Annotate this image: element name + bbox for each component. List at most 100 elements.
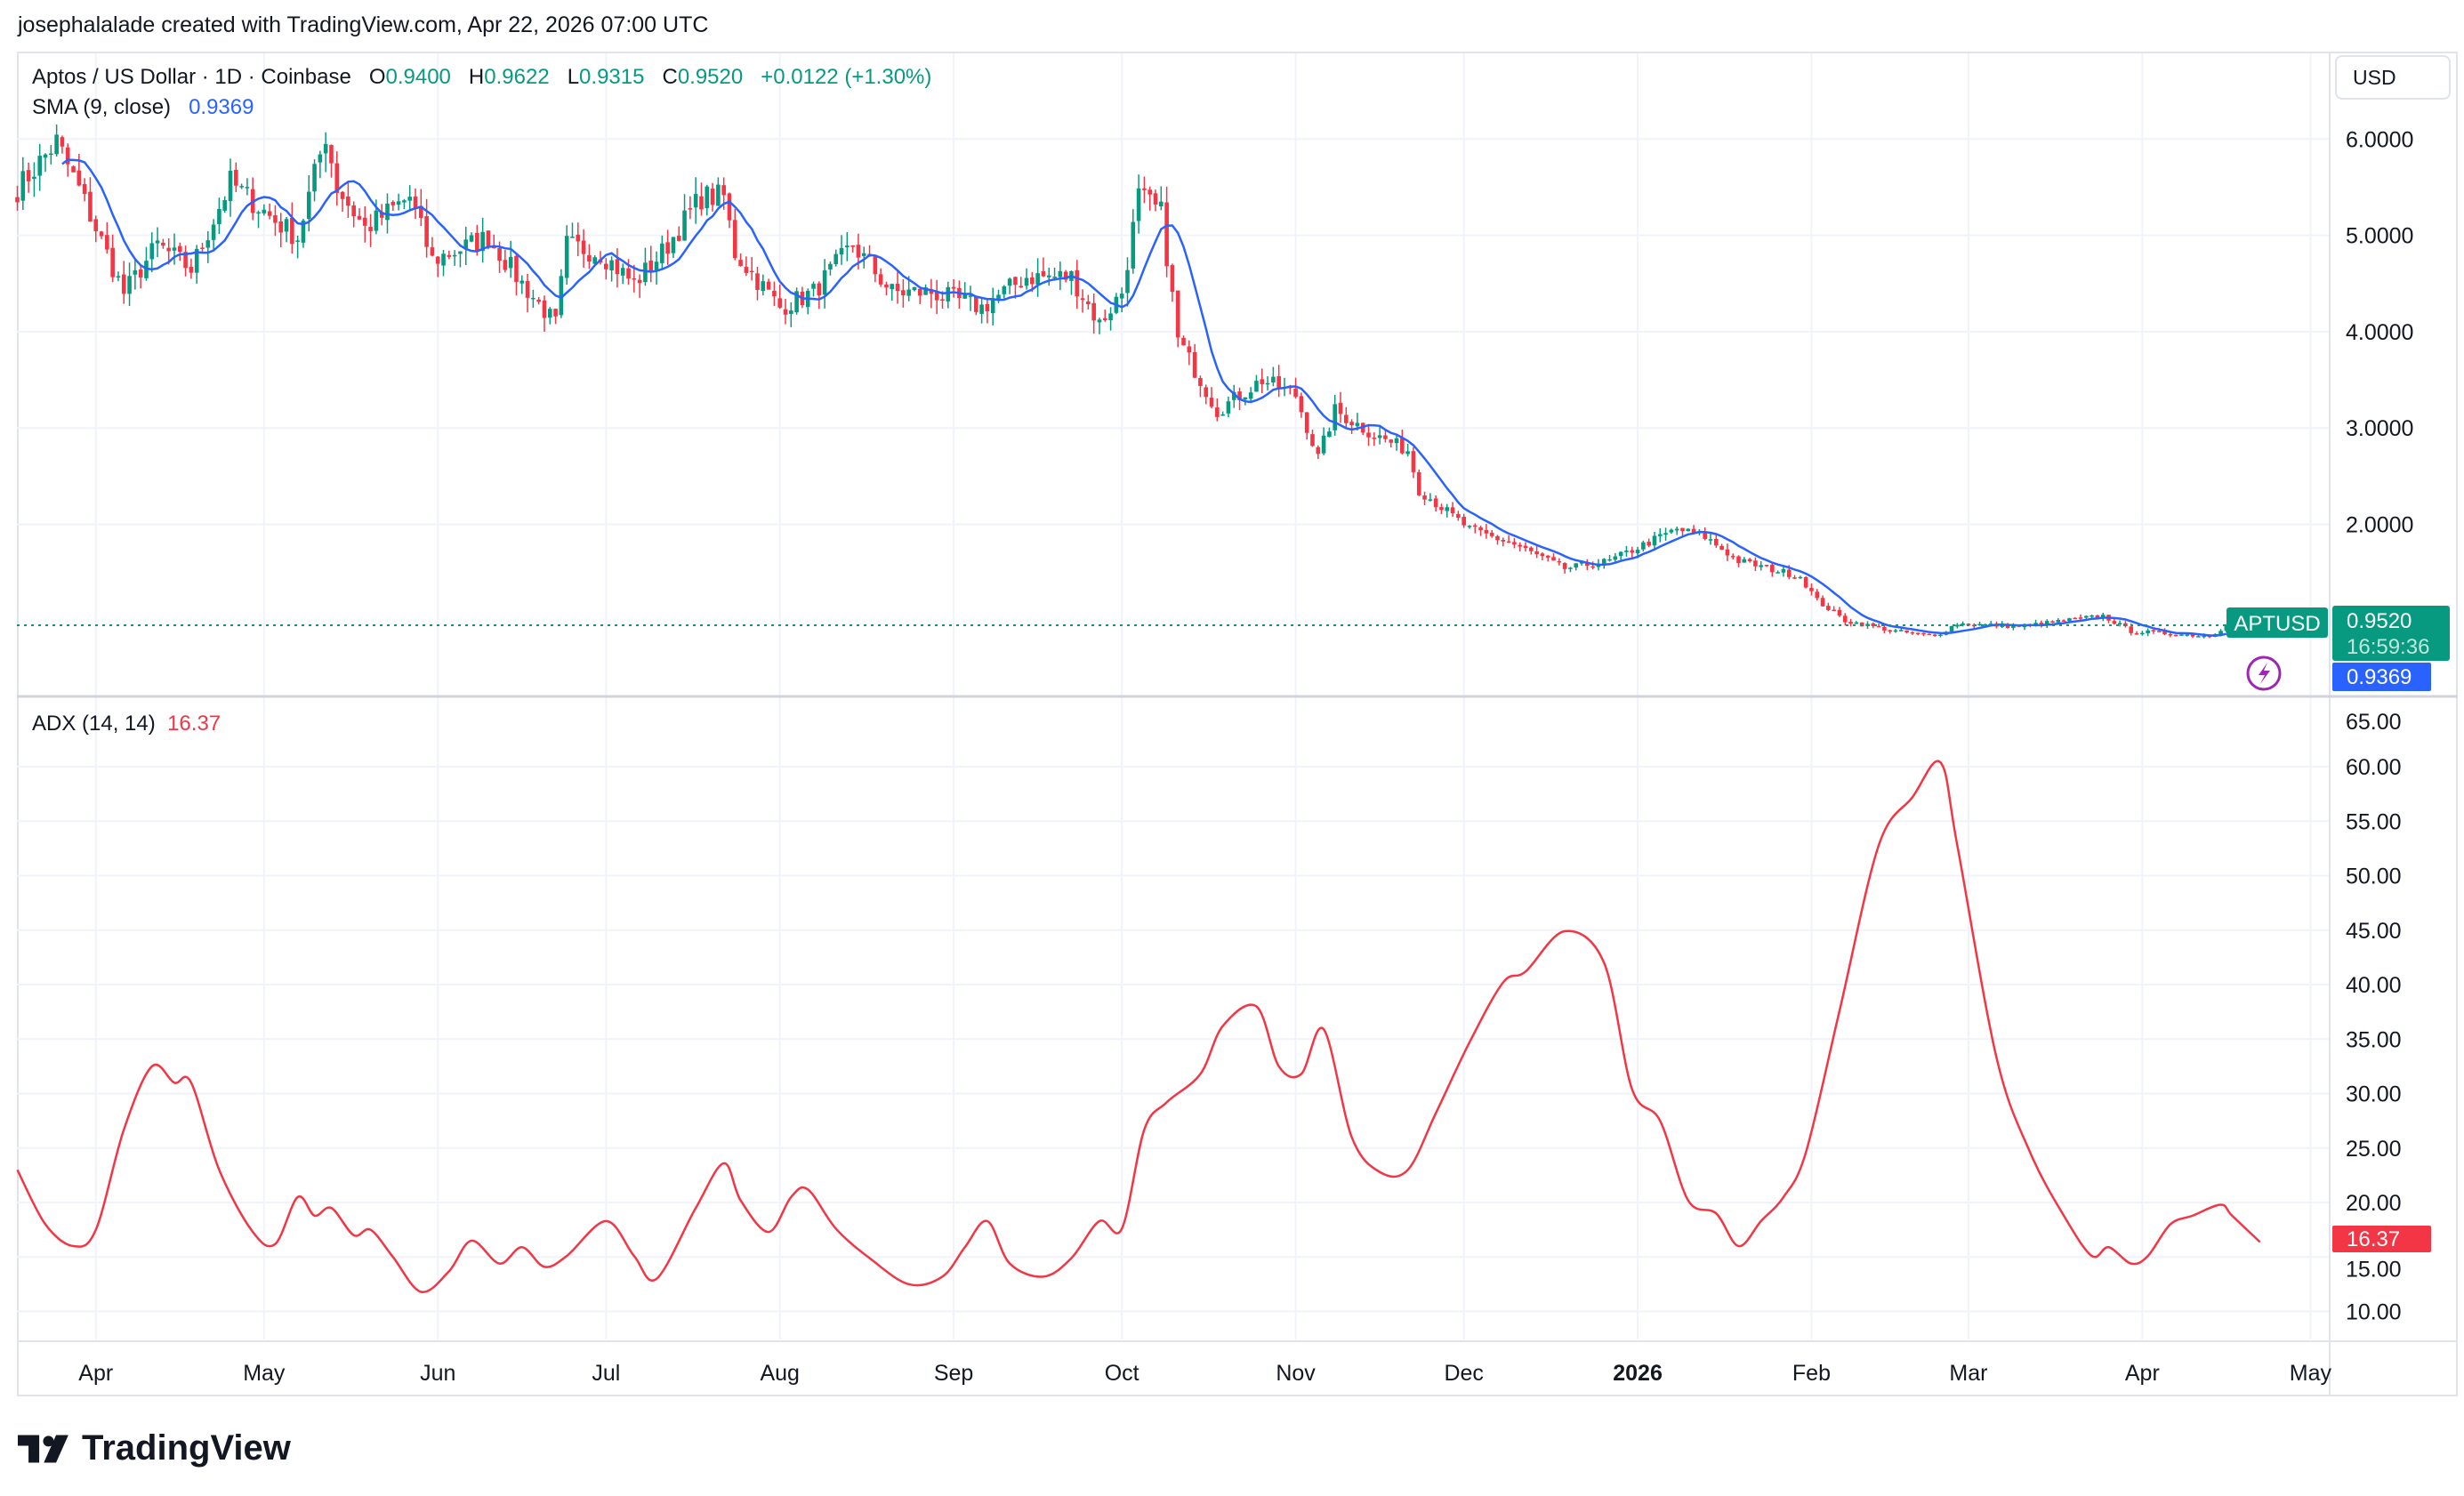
candle — [357, 208, 362, 221]
candle — [587, 244, 592, 269]
candle — [1708, 533, 1713, 545]
candle — [1484, 524, 1489, 539]
sma-legend[interactable]: SMA (9, close) 0.9369 — [32, 92, 931, 123]
candle — [82, 178, 87, 202]
adx-axis-labels: 65.00 60.00 55.00 50.00 45.00 40.00 35.00 30.00… — [2346, 710, 2402, 1325]
time-tick-label: Mar — [1949, 1361, 1987, 1386]
time-tick-label: Feb — [1792, 1361, 1831, 1386]
candle — [895, 271, 900, 304]
candle — [245, 178, 250, 196]
candle — [1360, 422, 1365, 435]
candle — [1422, 491, 1427, 506]
candle — [1405, 444, 1410, 457]
candle — [1663, 527, 1668, 541]
candle — [901, 278, 906, 308]
candle — [71, 165, 76, 173]
candle — [2039, 620, 2044, 628]
candle — [323, 132, 328, 173]
adx-legend[interactable]: ADX (14, 14) 16.37 — [32, 712, 221, 736]
candle — [452, 250, 457, 266]
candle — [2056, 618, 2061, 623]
candle — [1389, 438, 1394, 448]
candle — [755, 266, 760, 301]
candle — [121, 261, 126, 304]
candle — [1703, 527, 1708, 541]
candle — [1299, 392, 1304, 418]
tradingview-logo[interactable]: TradingView — [18, 1428, 291, 1468]
candle — [20, 157, 26, 211]
candle — [817, 281, 822, 310]
adx-tick-label: 45.00 — [2346, 919, 2402, 944]
candle — [189, 258, 194, 279]
candle — [1428, 493, 1433, 502]
candle — [1058, 261, 1063, 291]
candle — [648, 245, 654, 283]
candle — [1955, 623, 1960, 629]
candle — [794, 287, 799, 315]
candle — [447, 250, 452, 260]
candle — [295, 235, 300, 259]
candle — [329, 144, 334, 178]
candle — [1585, 559, 1590, 571]
low-value: 0.9315 — [579, 65, 645, 89]
candle — [222, 196, 228, 213]
candle — [682, 194, 687, 241]
price-tick-label: 6.0000 — [2346, 127, 2413, 152]
candle — [2140, 631, 2145, 636]
symbol-legend[interactable]: Aptos / US Dollar · 1D · Coinbase O0.940… — [32, 62, 931, 123]
candle — [138, 264, 143, 289]
candle — [1265, 375, 1270, 390]
price-tick-label: 3.0000 — [2346, 416, 2413, 441]
candle — [570, 222, 575, 238]
candle — [1759, 560, 1764, 571]
candle — [1624, 545, 1629, 557]
candle — [105, 221, 109, 254]
candle — [1461, 513, 1466, 528]
candle — [1574, 563, 1579, 571]
candle — [547, 307, 552, 325]
candle — [368, 213, 373, 247]
candle — [1181, 335, 1186, 346]
candle — [609, 256, 614, 282]
candle — [1248, 387, 1253, 403]
candle — [951, 278, 956, 298]
candle — [1983, 623, 1988, 626]
candle — [1501, 537, 1506, 547]
candle — [346, 181, 350, 218]
time-tick-label: Nov — [1276, 1361, 1316, 1386]
currency-button[interactable]: USD — [2335, 55, 2451, 100]
candle — [1215, 398, 1220, 422]
candle — [1344, 406, 1349, 429]
candle — [1568, 567, 1573, 573]
lightning-icon[interactable] — [2246, 656, 2282, 691]
candle — [929, 278, 934, 309]
candle — [172, 233, 177, 265]
candle — [1024, 268, 1029, 290]
candle — [1512, 537, 1517, 549]
candle — [1736, 555, 1741, 567]
candle — [1063, 269, 1068, 283]
candle — [60, 135, 65, 154]
candle — [1467, 525, 1472, 529]
logo-text: TradingView — [82, 1428, 291, 1468]
candle — [1445, 503, 1450, 518]
candle — [2050, 620, 2055, 623]
candle — [1518, 542, 1523, 552]
candle — [1310, 430, 1315, 447]
candle — [463, 226, 469, 266]
time-tick-label: Jul — [592, 1361, 620, 1386]
candle — [1545, 555, 1550, 562]
candle — [396, 193, 401, 211]
candle — [660, 235, 664, 270]
adx-line — [16, 760, 2261, 1293]
candle — [256, 210, 261, 229]
candle — [1652, 531, 1657, 550]
candle — [200, 242, 205, 253]
candle — [1557, 558, 1562, 566]
candle — [699, 182, 704, 216]
candle — [15, 185, 20, 211]
candle — [318, 150, 323, 179]
adx-label: ADX (14, 14) — [32, 712, 156, 736]
high-label: H — [468, 65, 485, 89]
